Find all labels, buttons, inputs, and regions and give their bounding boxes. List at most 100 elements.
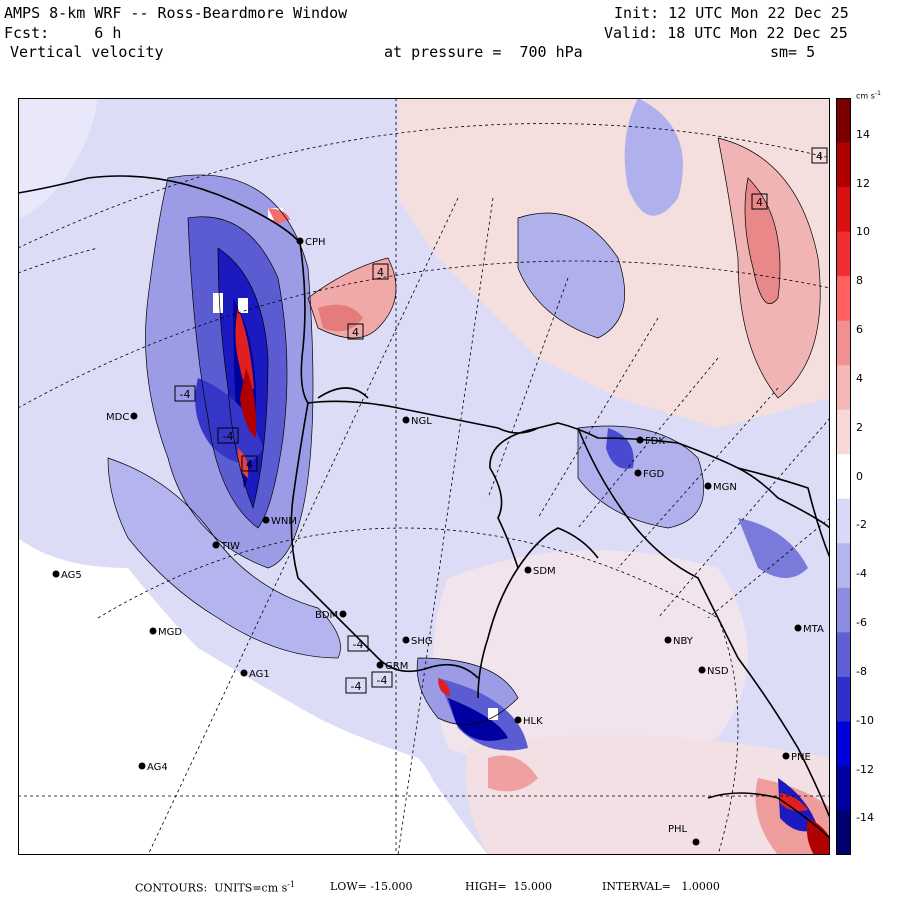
extremum-value: -4 xyxy=(180,388,191,401)
station-dot xyxy=(296,237,304,245)
station-label: WNM xyxy=(271,516,297,527)
colorbar-cell xyxy=(836,231,851,277)
mountain-wave-dipoles xyxy=(235,208,830,855)
colorbar-tick-label: -4 xyxy=(856,567,867,581)
extremum-box: -4 xyxy=(217,427,239,444)
footer-interval: INTERVAL= 1.0000 xyxy=(602,880,720,893)
colorbar-tick-label: -8 xyxy=(856,664,867,678)
extremum-box: 4 xyxy=(347,323,364,340)
extremum-value: 4 xyxy=(756,196,763,209)
colorbar-tick-label: 12 xyxy=(856,176,870,190)
colorbar-cell xyxy=(836,454,851,500)
station-dot xyxy=(794,624,802,632)
colorbar-tick-label: 2 xyxy=(856,420,863,434)
colorbar-cell xyxy=(836,365,851,411)
colorbar xyxy=(836,98,851,855)
extremum-box: 4 xyxy=(241,455,258,472)
coastlines xyxy=(18,175,830,839)
station-dot xyxy=(782,752,790,760)
station-ag4: AG4 xyxy=(138,762,168,773)
colorbar-tick-label: 10 xyxy=(856,225,870,239)
station-cph: CPH xyxy=(296,237,326,248)
colorbar-units: cm s-1 xyxy=(856,90,881,101)
station-label: AG5 xyxy=(61,570,82,581)
station-mgn: MGN xyxy=(704,482,737,493)
station-dot xyxy=(149,627,157,635)
station-bdm: BDM xyxy=(315,610,347,621)
extremum-value: -4 xyxy=(353,638,364,651)
station-label: NBY xyxy=(673,636,694,647)
extremum-value: 4 xyxy=(352,326,359,339)
footer-high: HIGH= 15.000 xyxy=(465,880,553,893)
colorbar-cell xyxy=(836,810,851,855)
station-markers: CPH MDC NGL FDK FGD MGN WNM TIW AG5 SDM MGD BDM SHG G… xyxy=(52,237,824,846)
colorbar-tick-label: 14 xyxy=(856,127,870,141)
colorbar-cell xyxy=(836,320,851,366)
colorbar-cell xyxy=(836,543,851,589)
colorbar-tick-label: 6 xyxy=(856,323,863,336)
station-label: MDC xyxy=(106,412,129,423)
colorbar-tick-label: 8 xyxy=(856,274,863,288)
colorbar-cell xyxy=(836,276,851,322)
station-mgd: MGD xyxy=(149,627,182,638)
colorbar-cell xyxy=(836,721,851,767)
station-mdc: MDC xyxy=(106,412,138,423)
colorbar-tick-label: 4 xyxy=(856,371,863,385)
station-ag5: AG5 xyxy=(52,570,82,581)
station-label: MGD xyxy=(158,627,182,638)
station-label: PNE xyxy=(791,752,811,763)
station-dot xyxy=(704,482,712,490)
field-name: Vertical velocity xyxy=(10,43,164,61)
extremum-box: -4 xyxy=(371,671,393,688)
colorbar-cell xyxy=(836,765,851,811)
colorbar-tick-label: -2 xyxy=(856,518,867,532)
extremum-box: 4 xyxy=(751,193,768,210)
map-title: AMPS 8-km WRF -- Ross-Beardmore Window xyxy=(4,4,348,22)
extremum-value: 4 xyxy=(816,150,823,163)
station-nsd: NSD xyxy=(698,666,729,677)
valid-time: Valid: 18 UTC Mon 22 Dec 25 xyxy=(604,24,848,42)
station-sdm: SDM xyxy=(524,566,556,577)
station-dot xyxy=(376,661,384,669)
station-label: HLK xyxy=(523,716,543,727)
station-dot xyxy=(692,838,700,846)
station-dot xyxy=(212,541,220,549)
station-dot xyxy=(636,436,644,444)
station-pne: PNE xyxy=(782,752,811,763)
colorbar-cell xyxy=(836,409,851,455)
station-label: SDM xyxy=(533,566,556,577)
station-nby: NBY xyxy=(664,636,694,647)
station-label: FGD xyxy=(643,469,665,480)
station-label: TIW xyxy=(220,541,240,552)
station-hlk: HLK xyxy=(514,716,543,727)
colorbar-tick-label: -12 xyxy=(856,762,874,776)
forecast-hour: Fcst: 6 h xyxy=(4,24,122,42)
station-label: FDK xyxy=(645,436,665,447)
colorbar-tick-label: -10 xyxy=(856,713,874,727)
station-mta: MTA xyxy=(794,624,824,635)
colorbar-cell xyxy=(836,587,851,633)
station-dot xyxy=(52,570,60,578)
station-dot xyxy=(634,469,642,477)
extremum-box: 4 xyxy=(811,147,828,164)
negative-velocity-areas xyxy=(108,98,818,832)
colorbar-cell xyxy=(836,632,851,678)
station-dot xyxy=(402,636,410,644)
station-label: GRM xyxy=(385,661,408,672)
extremum-box: -4 xyxy=(347,635,369,652)
station-dot xyxy=(698,666,706,674)
extremum-value: -4 xyxy=(351,680,362,693)
station-ag1: AG1 xyxy=(240,669,270,680)
map-frame xyxy=(18,98,830,855)
station-wnm: WNM xyxy=(262,516,297,527)
extremum-value: -4 xyxy=(377,674,388,687)
station-dot xyxy=(339,610,347,618)
station-label: NGL xyxy=(411,416,432,427)
station-phl: PHL xyxy=(668,824,700,846)
extrema-labels: 4 4 4 4 -4 -4 4 -4 -4 -4 xyxy=(174,147,828,694)
station-grm: GRM xyxy=(376,661,408,672)
extremum-box: -4 xyxy=(174,385,196,402)
station-label: CPH xyxy=(305,237,326,248)
extremum-value: -4 xyxy=(223,430,234,443)
station-label: PHL xyxy=(668,824,688,835)
